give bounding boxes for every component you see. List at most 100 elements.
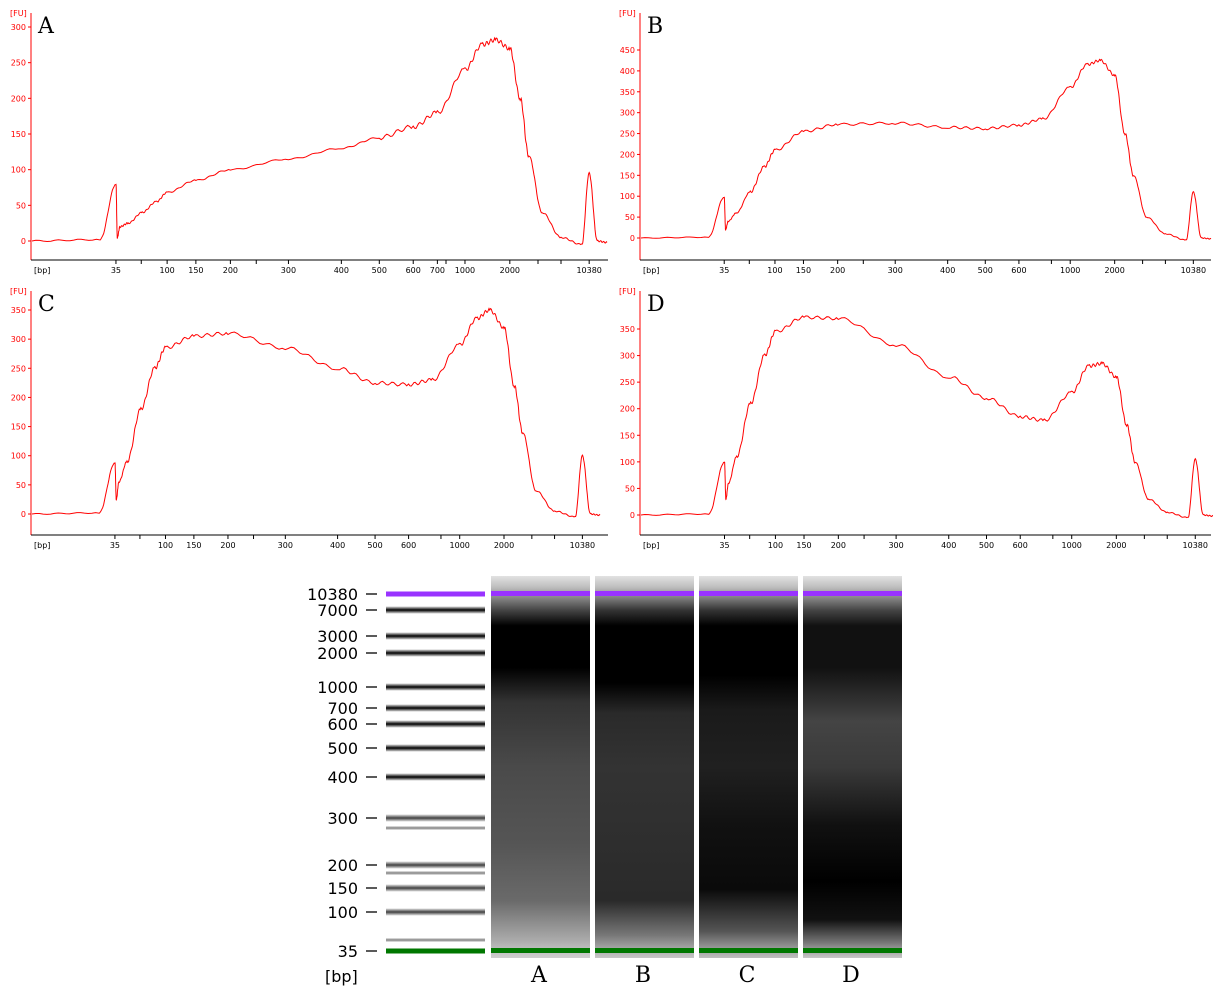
lower-marker-band (803, 948, 902, 953)
x-tick-label: 400 (940, 266, 955, 275)
ladder-lane (384, 586, 486, 958)
x-tick-label: 2000 (494, 541, 514, 550)
gel-unit-label: [bp] (325, 967, 358, 986)
trace-line (31, 307, 601, 518)
ladder-band (386, 606, 485, 614)
y-tick-label: 250 (620, 130, 635, 139)
x-unit-label: [bp] (34, 266, 50, 275)
ladder-band (386, 720, 485, 728)
x-tick-label: 1000 (1060, 266, 1080, 275)
ladder-band (386, 744, 485, 752)
x-tick-label: 400 (330, 541, 345, 550)
y-tick-label: 300 (620, 352, 635, 361)
ladder-band (386, 948, 485, 954)
x-tick-label: 400 (941, 541, 956, 550)
electropherogram-a: 0 50 100 150 200 250 300 [FU] 35 100 150 200 300 400 5… (0, 5, 610, 280)
y-tick-label: 300 (11, 23, 26, 32)
y-tick-label: 150 (620, 171, 635, 180)
ladder-label: 10380 (307, 585, 358, 604)
y-tick-label: 200 (620, 405, 635, 414)
y-tick-label: 350 (620, 88, 635, 97)
x-tick-label: 100 (159, 266, 174, 275)
ladder-faint-band (386, 871, 485, 875)
trace-line (640, 58, 1212, 241)
panel-letter: C (38, 292, 55, 317)
x-tick-label: 10380 (570, 541, 595, 550)
electropherogram-c: 0 50 100 150 200 250 300 350 [FU] 35 100 150 200 300 4… (0, 283, 610, 555)
x-tick-label: 300 (888, 541, 903, 550)
y-tick-label: 300 (11, 335, 26, 344)
x-tick-label: 150 (796, 541, 811, 550)
x-tick-label: 2000 (500, 266, 520, 275)
y-unit-label: [FU] (619, 9, 636, 18)
sample-lane-c (699, 576, 798, 958)
x-tick-label: 1000 (1062, 541, 1082, 550)
y-tick-label: 150 (11, 130, 26, 139)
x-tick-label: 35 (110, 541, 120, 550)
lane-label: D (842, 963, 860, 988)
x-tick-label: 500 (367, 541, 382, 550)
y-tick-label: 400 (620, 67, 635, 76)
x-tick-label: 150 (188, 266, 203, 275)
x-tick-label: 200 (831, 541, 846, 550)
ladder-label: 200 (327, 856, 358, 875)
sample-lane-a (491, 576, 590, 958)
y-tick-label: 200 (11, 393, 26, 402)
ladder-band (386, 704, 485, 712)
y-tick-label: 100 (620, 192, 635, 201)
x-tick-label: 100 (158, 541, 173, 550)
y-tick-label: 50 (625, 213, 635, 222)
x-unit-label: [bp] (643, 266, 659, 275)
ladder-faint-band (386, 938, 485, 942)
x-tick-label: 300 (278, 541, 293, 550)
y-tick-label: 100 (620, 458, 635, 467)
x-tick-label: 600 (401, 541, 416, 550)
y-tick-label: 100 (11, 166, 26, 175)
ladder-label: 7000 (317, 601, 358, 620)
x-tick-label: 600 (406, 266, 421, 275)
ladder-band (386, 591, 485, 597)
ladder-band (386, 683, 485, 691)
ladder-label: 300 (327, 809, 358, 828)
lower-marker-band (595, 948, 694, 953)
x-tick-label: 600 (1011, 266, 1026, 275)
y-tick-label: 300 (620, 109, 635, 118)
x-tick-label: 1000 (455, 266, 475, 275)
ladder-faint-band (386, 826, 485, 830)
x-tick-label: 300 (888, 266, 903, 275)
ladder-label: 150 (327, 879, 358, 898)
y-tick-label: 450 (620, 46, 635, 55)
lower-marker-band (491, 948, 590, 953)
y-unit-label: [FU] (619, 287, 636, 296)
electropherogram-b: 0 50 100 150 200 250 300 350 400 450 [FU] 35 100 150 2… (605, 5, 1213, 280)
ladder-band (386, 814, 485, 822)
y-tick-label: 0 (21, 237, 26, 246)
x-tick-label: 2000 (1104, 266, 1124, 275)
x-tick-label: 100 (767, 266, 782, 275)
y-tick-label: 250 (620, 378, 635, 387)
y-tick-label: 250 (11, 59, 26, 68)
x-tick-label: 10380 (1183, 541, 1208, 550)
x-tick-label: 150 (796, 266, 811, 275)
sample-lane-b (595, 576, 694, 958)
upper-marker-band (699, 591, 798, 596)
ladder-band (386, 908, 485, 916)
electropherogram-d: 0 50 100 150 200 250 300 350 [FU] 35 100 150 200 300 4… (605, 283, 1213, 555)
ladder-label: 600 (327, 715, 358, 734)
y-tick-label: 150 (11, 423, 26, 432)
y-tick-label: 200 (11, 94, 26, 103)
upper-marker-band (491, 591, 590, 596)
x-tick-label: 10380 (1181, 266, 1206, 275)
x-tick-label: 1000 (450, 541, 470, 550)
ladder-label: 2000 (317, 644, 358, 663)
trace-line (640, 315, 1213, 519)
sample-lane-d (803, 576, 902, 958)
x-tick-label: 500 (372, 266, 387, 275)
y-tick-label: 0 (630, 511, 635, 520)
x-unit-label: [bp] (34, 541, 50, 550)
x-tick-label: 2000 (1106, 541, 1126, 550)
x-tick-label: 700 (430, 266, 445, 275)
y-tick-label: 150 (620, 431, 635, 440)
x-tick-label: 35 (719, 266, 729, 275)
